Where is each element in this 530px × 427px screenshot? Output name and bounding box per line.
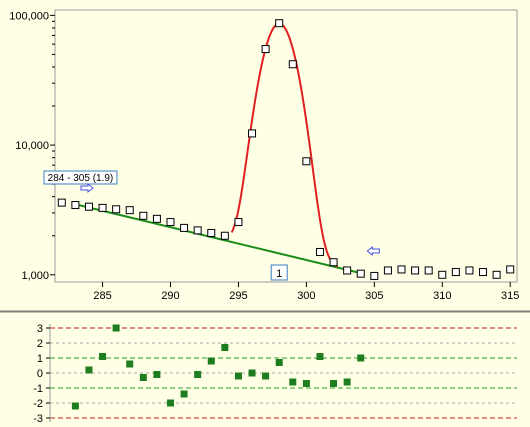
residual-y-tick-label: -1: [33, 383, 43, 395]
data-point: [275, 19, 284, 28]
residual-y-tick-label: 2: [37, 338, 43, 350]
residual-point: [357, 354, 365, 362]
data-point: [139, 211, 148, 220]
data-point: [288, 60, 297, 69]
data-point: [492, 270, 501, 279]
residual-point: [234, 372, 242, 380]
x-tick-label: 315: [501, 290, 519, 302]
residual-point: [194, 371, 202, 378]
residual-point: [180, 390, 188, 398]
residual-point: [330, 380, 338, 387]
residual-point: [153, 371, 161, 378]
data-point: [84, 202, 93, 211]
data-point: [166, 218, 175, 227]
data-point: [479, 268, 488, 277]
fit-curve: [230, 22, 339, 268]
residual-point: [289, 378, 297, 386]
residual-point: [221, 344, 229, 351]
data-point: [302, 157, 311, 166]
peak-label-box: [270, 264, 288, 281]
residual-y-tick-label: 0: [37, 368, 43, 380]
data-point: [125, 206, 134, 215]
data-point: [220, 231, 229, 240]
x-tick-label: 295: [229, 290, 247, 302]
range-start-marker: [80, 182, 94, 194]
data-point: [506, 265, 515, 274]
data-point: [465, 266, 474, 275]
residual-point: [139, 374, 147, 381]
peak-label: 1: [276, 268, 282, 280]
data-point: [424, 266, 433, 275]
residual-point: [262, 372, 270, 380]
data-point: [329, 258, 338, 267]
residual-point: [126, 360, 134, 368]
main-plot: 285 290 295 300 305 310 315 1,000 10,000 100,000 2…: [9, 10, 519, 302]
residual-point: [99, 353, 107, 360]
residual-point: [275, 359, 283, 366]
data-point: [207, 229, 216, 238]
data-point: [112, 205, 121, 214]
residual-y-tick-label: -3: [33, 413, 43, 425]
baseline-line: [75, 203, 361, 275]
residual-point: [112, 324, 120, 332]
residual-y-tick-label: -2: [33, 398, 43, 410]
x-tick-label: 285: [93, 290, 111, 302]
range-label-box: [43, 170, 118, 185]
y-tick-label: 1,000: [21, 270, 49, 282]
data-point: [193, 226, 202, 235]
residual-y-tick-label: 1: [37, 353, 43, 365]
residual-y-tick-label: 3: [37, 323, 43, 335]
data-point: [315, 247, 324, 256]
data-point: [248, 129, 257, 138]
data-point: [356, 269, 365, 278]
residual-point: [85, 366, 93, 374]
main-plot-frame: [54, 9, 518, 283]
residual-plot: 3 2 1 0 -1 -2 -3: [33, 323, 517, 425]
data-point: [261, 45, 270, 54]
y-tick-label: 10,000: [15, 140, 49, 152]
residual-point: [207, 357, 215, 365]
residual-point: [343, 378, 351, 386]
x-tick-label: 300: [297, 290, 315, 302]
x-tick-label: 310: [433, 290, 451, 302]
residual-point: [71, 402, 79, 410]
data-point: [57, 198, 66, 207]
data-point: [397, 265, 406, 274]
residual-point: [316, 353, 324, 360]
residual-point: [302, 380, 310, 387]
y-tick-label: 100,000: [9, 10, 49, 22]
x-tick-label: 305: [365, 290, 383, 302]
range-end-marker: [366, 245, 380, 257]
x-tick-label: 290: [161, 290, 179, 302]
data-point: [383, 266, 392, 275]
data-point: [98, 203, 107, 212]
data-point: [152, 214, 161, 223]
range-label: 284 - 305 (1.9): [48, 173, 114, 184]
data-point: [343, 266, 352, 275]
data-point: [411, 266, 420, 275]
data-point: [451, 268, 460, 277]
data-point: [438, 270, 447, 279]
residual-point: [167, 399, 174, 407]
data-point: [71, 201, 80, 210]
data-point: [370, 271, 379, 280]
residual-point: [248, 369, 256, 377]
data-point: [234, 218, 243, 227]
data-point: [180, 223, 189, 232]
